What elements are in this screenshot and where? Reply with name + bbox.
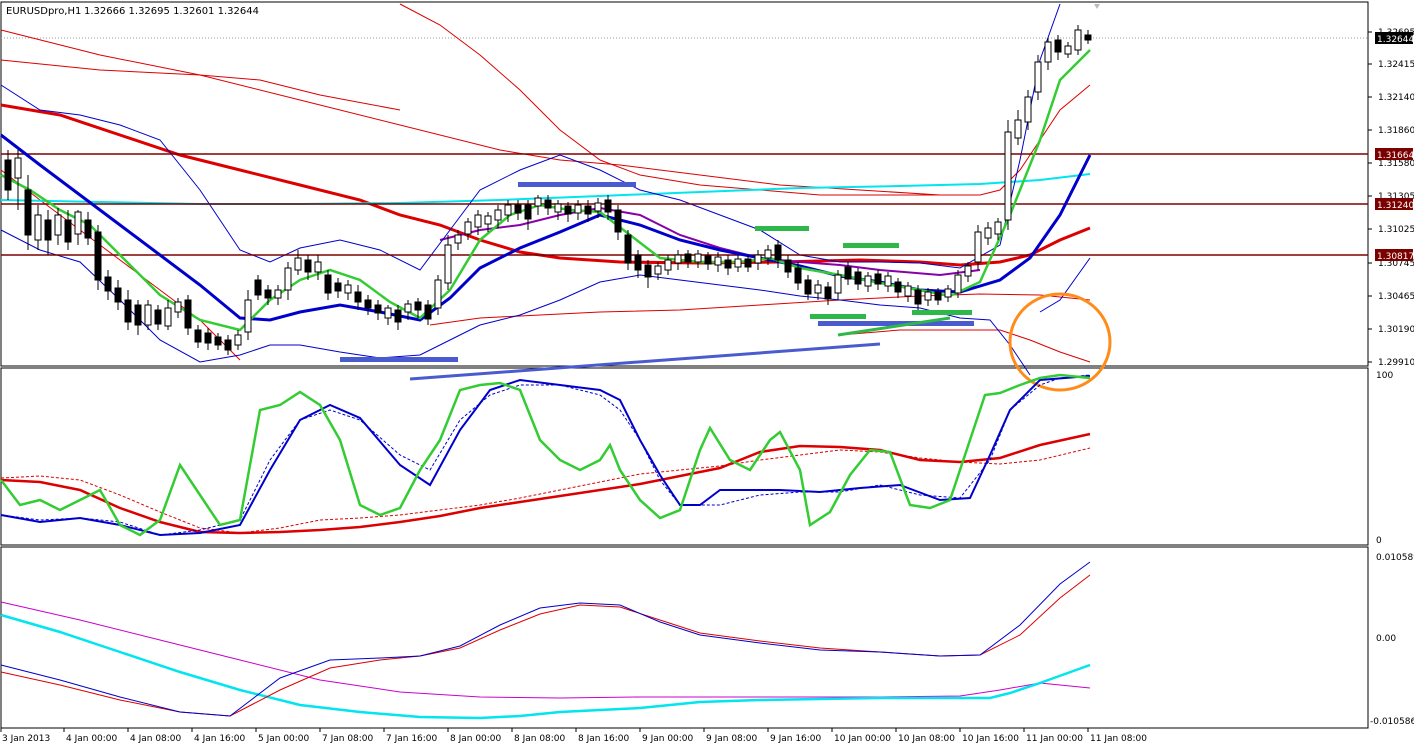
annotations [340,182,1112,392]
price-axis-label: 1.30190 [1378,325,1414,335]
annotation-circle [1008,292,1112,392]
stoch-axis-label: 0 [1376,536,1382,546]
time-axis-label: 7 Jan 08:00 [322,734,374,744]
stochastic-pane[interactable] [0,367,1369,546]
time-axis-label: 10 Jan 16:00 [962,734,1019,744]
annotation-blue-bar-2 [340,357,458,362]
level-tag-label: 1.31240 [1377,201,1414,211]
annotation-blue-bar-1 [518,182,636,187]
price-axis-label: 1.31580 [1378,159,1414,169]
price-axis-ticks [1368,31,1372,363]
envelope-bands [0,3,1091,363]
time-axis-label: 3 Jan 2013 [2,734,50,744]
time-axis-label: 8 Jan 16:00 [578,734,630,744]
candlesticks [4,25,1092,355]
price-pane[interactable] [0,1,1369,367]
symbol-label: EURUSDpro,H1 [6,6,81,17]
macd-axis-label: 0.00 [1376,634,1396,644]
annotation-green-bar-3 [810,314,866,319]
price-axis-label: 1.30465 [1378,292,1414,302]
time-axis-label: 8 Jan 00:00 [450,734,502,744]
time-axis-label: 4 Jan 00:00 [66,734,118,744]
macd-axis-label: 0.010589 [1376,553,1414,563]
time-axis-label: 10 Jan 00:00 [834,734,891,744]
time-axis: 3 Jan 2013 4 Jan 00:00 4 Jan 08:00 4 Jan… [2,734,1147,744]
price-axis-label: 1.31305 [1378,192,1414,202]
time-axis-label: 7 Jan 16:00 [386,734,438,744]
level-tag-3 [1375,249,1413,261]
level-tag-label: 1.30817 [1377,252,1414,262]
macd-axis-label: -0.010586 [1370,717,1414,727]
level-tag-2 [1375,198,1413,210]
time-axis-label: 10 Jan 08:00 [898,734,955,744]
price-axis-label: 1.31860 [1378,126,1414,136]
price-axis-label: 1.32415 [1378,60,1414,70]
time-axis-label: 5 Jan 00:00 [258,734,310,744]
stochastic-lines [0,373,1091,537]
ohlc-label: 1.32666 1.32695 1.32601 1.32644 [84,6,259,17]
time-axis-label: 4 Jan 16:00 [194,734,246,744]
time-axis-label: 11 Jan 08:00 [1090,734,1147,744]
annotation-green-bar-1 [755,226,809,231]
macd-pane[interactable] [0,546,1369,729]
mid-ma-line [439,206,981,277]
time-axis-label: 9 Jan 00:00 [642,734,694,744]
macd-lines [0,561,1091,720]
time-axis-ticks [0,728,1089,732]
price-level-tags: 1.32644 1.31664 1.31240 1.30817 [1375,32,1414,262]
time-axis-label: 4 Jan 08:00 [130,734,182,744]
price-axis-label: 1.32140 [1378,93,1414,103]
annotation-green-bar-2 [843,243,899,248]
current-price-tag [1375,32,1413,44]
stoch-axis-label: 100 [1376,371,1393,381]
level-tag-label: 1.31664 [1377,151,1414,161]
time-axis-label: 11 Jan 00:00 [1026,734,1083,744]
annotation-blue-bar-3 [818,321,974,326]
current-price-label: 1.32644 [1377,35,1414,45]
time-axis-label: 9 Jan 08:00 [706,734,758,744]
chart-shift-marker[interactable] [1094,4,1100,9]
trendline-blue [409,342,881,381]
price-axis-label: 1.31025 [1378,225,1414,235]
price-axis-label: 1.30745 [1378,259,1414,269]
time-axis-label: 8 Jan 08:00 [514,734,566,744]
price-axis-label: 1.29910 [1378,358,1414,368]
trendline-green [837,316,951,337]
level-tag-1 [1375,148,1413,160]
blue-bands [0,3,1091,376]
time-axis-label: 9 Jan 16:00 [770,734,822,744]
annotation-green-bar-4 [912,310,972,315]
